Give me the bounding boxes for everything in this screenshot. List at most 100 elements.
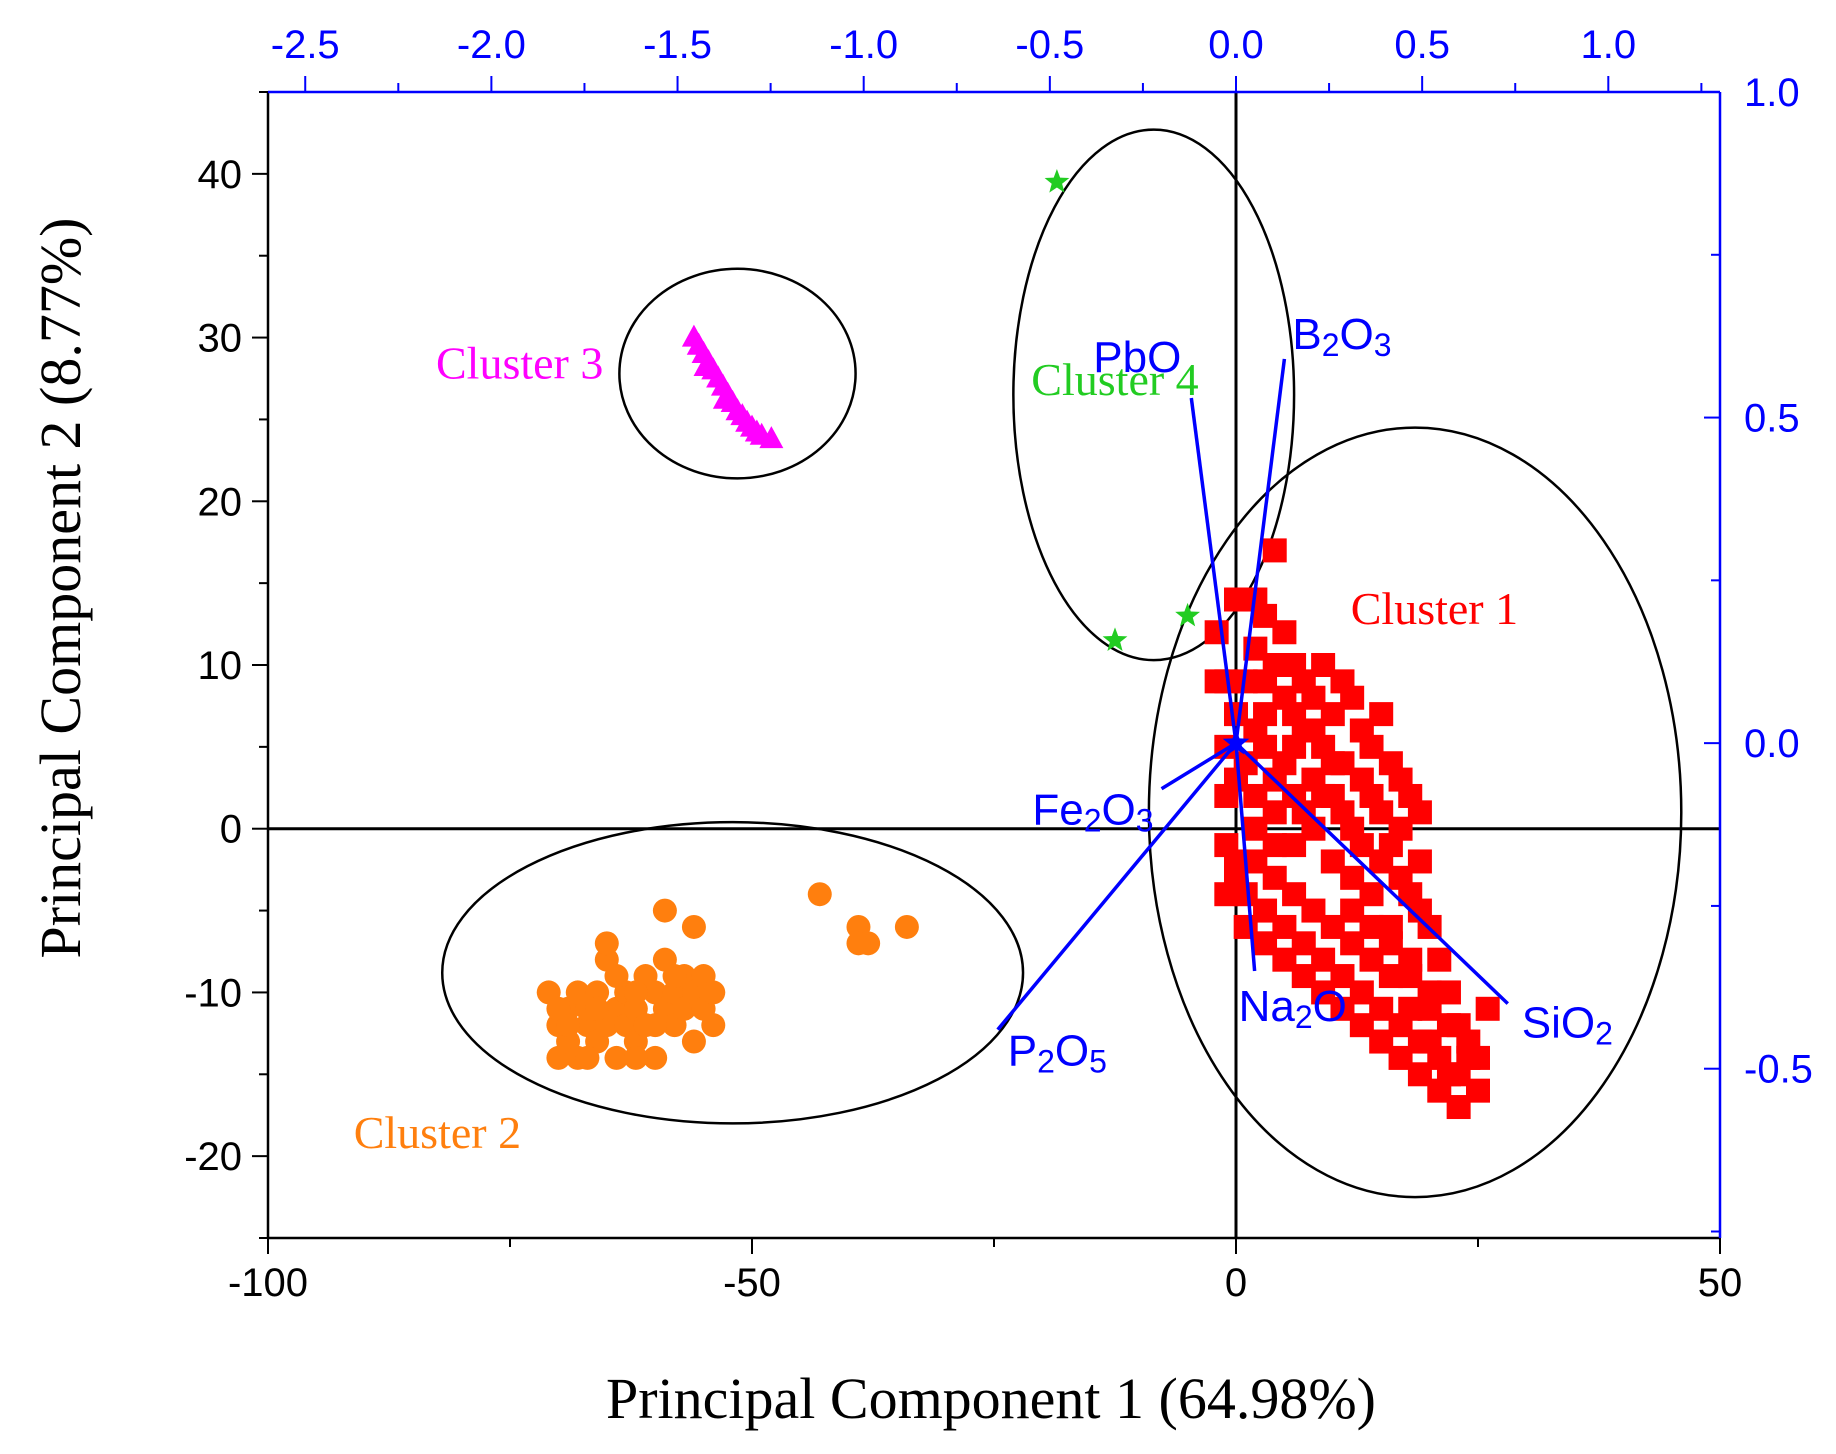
data-point-cluster-2 bbox=[894, 914, 919, 939]
data-point-cluster-1 bbox=[1388, 816, 1413, 841]
zero-lines bbox=[268, 92, 1720, 1238]
y2-tick-label: -0.5 bbox=[1744, 1048, 1813, 1092]
loading-vector-p2o5 bbox=[996, 742, 1238, 1031]
data-point-cluster-1 bbox=[1204, 620, 1229, 645]
data-point-cluster-2 bbox=[643, 1013, 668, 1038]
x-tick-label: 50 bbox=[1698, 1261, 1743, 1305]
loading-vector-fe2o3 bbox=[1160, 741, 1237, 791]
data-point-cluster-4 bbox=[1102, 627, 1128, 651]
data-point-cluster-1 bbox=[1349, 767, 1374, 792]
ellipse-cluster-2 bbox=[440, 820, 1025, 1125]
loading-label-pbo: PbO bbox=[1093, 333, 1181, 382]
data-point-cluster-1 bbox=[1301, 718, 1326, 743]
y-axis-title: Principal Component 2 (8.77%) bbox=[28, 217, 93, 958]
x2-tick-label: -1.0 bbox=[829, 23, 898, 67]
y-tick-label: 30 bbox=[198, 317, 243, 361]
data-point-cluster-2 bbox=[652, 898, 677, 923]
x2-tick-label: 1.0 bbox=[1581, 23, 1637, 67]
x2-tick-label: -0.5 bbox=[1015, 23, 1084, 67]
data-point-cluster-1 bbox=[1475, 996, 1500, 1021]
data-point-cluster-1 bbox=[1253, 669, 1278, 694]
data-point-cluster-1 bbox=[1204, 669, 1229, 694]
data-point-cluster-1 bbox=[1320, 783, 1345, 808]
data-point-cluster-1 bbox=[1446, 1095, 1471, 1120]
data-point-cluster-1 bbox=[1214, 882, 1239, 907]
y-tick-label: 40 bbox=[198, 153, 243, 197]
data-point-cluster-2 bbox=[585, 996, 610, 1021]
y2-tick-label: 1.0 bbox=[1744, 71, 1800, 115]
x-tick-label: 0 bbox=[1225, 1261, 1247, 1305]
data-point-cluster-3 bbox=[693, 354, 718, 377]
data-point-cluster-1 bbox=[1214, 783, 1239, 808]
y-tick-label: -10 bbox=[184, 971, 242, 1015]
loading-label-sio2: SiO2 bbox=[1522, 999, 1613, 1052]
ellipse-cluster-4 bbox=[1012, 128, 1296, 662]
x2-tick-label: 0.0 bbox=[1208, 23, 1264, 67]
cluster-label-1: Cluster 1 bbox=[1351, 583, 1518, 634]
data-point-cluster-2 bbox=[807, 882, 832, 907]
loading-vector-sio2 bbox=[1234, 741, 1509, 1005]
data-point-cluster-2 bbox=[662, 964, 687, 989]
ellipse-cluster-1 bbox=[1147, 426, 1683, 1199]
data-point-cluster-1 bbox=[1436, 1013, 1461, 1038]
data-point-cluster-2 bbox=[575, 1045, 600, 1070]
data-point-cluster-2 bbox=[681, 914, 706, 939]
data-point-cluster-4 bbox=[1044, 169, 1070, 193]
x2-tick-label: -1.5 bbox=[643, 23, 712, 67]
loading-label-na2o: Na2O bbox=[1239, 982, 1347, 1035]
data-point-cluster-1 bbox=[1262, 833, 1287, 858]
data-point-cluster-2 bbox=[604, 964, 629, 989]
data-point-cluster-2 bbox=[623, 1045, 648, 1070]
data-point-cluster-1 bbox=[1378, 931, 1403, 956]
loading-vector-na2o bbox=[1234, 742, 1257, 972]
loading-label-p2o5: P2O5 bbox=[1008, 1027, 1107, 1080]
loading-label-b2o3: B2O3 bbox=[1292, 310, 1391, 363]
data-point-cluster-2 bbox=[643, 1045, 668, 1070]
cluster-labels: Cluster 1 Cluster 2 Cluster 3 Cluster 4 bbox=[354, 338, 1518, 1158]
data-point-cluster-2 bbox=[623, 980, 648, 1005]
cluster-label-3: Cluster 3 bbox=[436, 338, 603, 389]
y-tick-label: 10 bbox=[198, 644, 243, 688]
x2-tick-label: 0.5 bbox=[1394, 23, 1450, 67]
data-point-cluster-1 bbox=[1427, 947, 1452, 972]
x-tick-label: -50 bbox=[723, 1261, 781, 1305]
data-point-cluster-2 bbox=[701, 980, 726, 1005]
data-point-cluster-2 bbox=[546, 996, 571, 1021]
x-tick-label: -100 bbox=[228, 1261, 308, 1305]
y2-tick-label: 0.0 bbox=[1744, 722, 1800, 766]
data-point-cluster-1 bbox=[1466, 1045, 1490, 1070]
data-point-cluster-1 bbox=[1272, 620, 1297, 645]
data-point-cluster-1 bbox=[1349, 1013, 1374, 1038]
data-point-cluster-2 bbox=[701, 1013, 726, 1038]
ellipse-cluster-3 bbox=[618, 267, 857, 480]
origin-marker bbox=[1222, 729, 1250, 755]
x-axis-title: Principal Component 1 (64.98%) bbox=[606, 1366, 1376, 1431]
data-point-cluster-2 bbox=[846, 931, 871, 956]
x2-tick-label: -2.0 bbox=[457, 23, 526, 67]
y-tick-label: 20 bbox=[198, 480, 243, 524]
data-point-cluster-2 bbox=[594, 931, 619, 956]
data-point-cluster-1 bbox=[1340, 685, 1365, 710]
data-point-cluster-1 bbox=[1243, 783, 1268, 808]
data-point-cluster-1 bbox=[1369, 702, 1394, 727]
data-point-cluster-1 bbox=[1233, 914, 1258, 939]
y-tick-label: -20 bbox=[184, 1135, 242, 1179]
data-point-cluster-1 bbox=[1398, 964, 1423, 989]
cluster-label-2: Cluster 2 bbox=[354, 1107, 521, 1158]
loading-label-fe2o3: Fe2O3 bbox=[1032, 786, 1153, 839]
data-point-cluster-2 bbox=[604, 1045, 629, 1070]
y2-tick-label: 0.5 bbox=[1744, 397, 1800, 441]
data-point-cluster-3 bbox=[712, 386, 737, 409]
data-point-cluster-1 bbox=[1301, 816, 1326, 841]
loading-vectors: PbO B2O3 Fe2O3 P2O5 Na2O SiO2 bbox=[996, 310, 1613, 1080]
cluster-label-4: Cluster 4 bbox=[1031, 354, 1198, 405]
data-point-cluster-1 bbox=[1262, 538, 1287, 563]
ellipses bbox=[440, 128, 1683, 1199]
data-point-cluster-2 bbox=[681, 1029, 706, 1054]
x2-tick-label: -2.5 bbox=[271, 23, 340, 67]
data-point-cluster-1 bbox=[1407, 849, 1432, 874]
loading-vector-b2o3 bbox=[1234, 358, 1287, 744]
data-point-cluster-1 bbox=[1388, 1013, 1413, 1038]
